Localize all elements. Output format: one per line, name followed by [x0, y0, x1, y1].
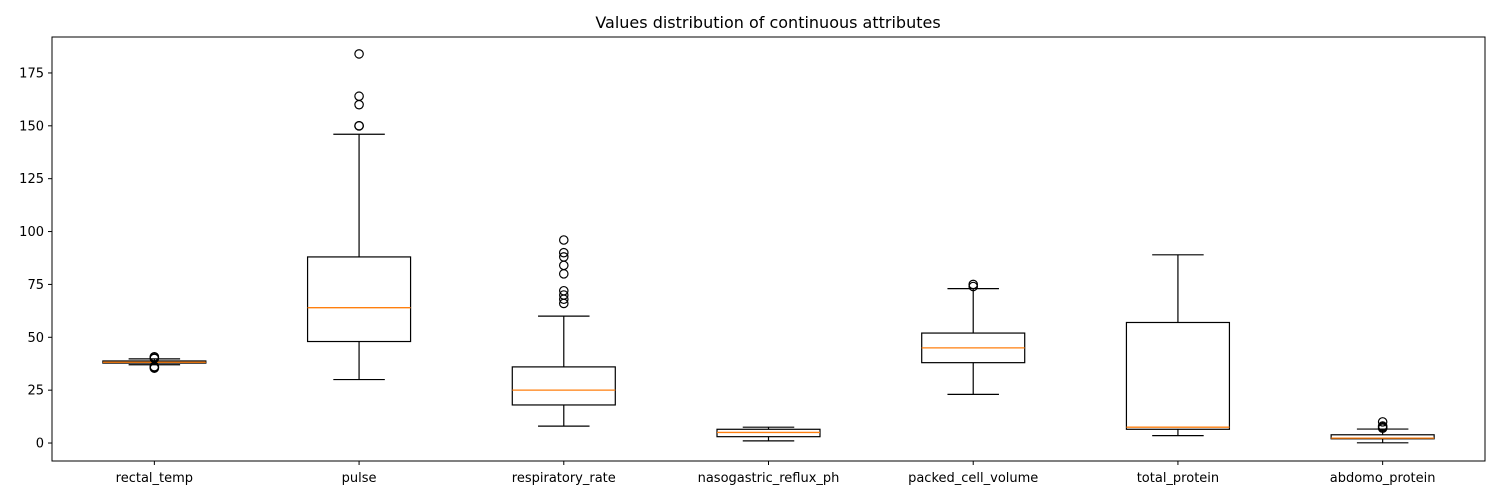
x-tick-label: abdomo_protein — [1330, 471, 1436, 486]
plot-area: 0 25 50 75 100 125 150 175 rectal_temp pulse respi… — [19, 36, 1486, 486]
y-tick-label: 50 — [27, 331, 44, 346]
x-tick-label: nasogastric_reflux_ph — [698, 471, 840, 486]
outlier-point — [1377, 421, 1388, 431]
x-tick-label: pulse — [342, 471, 377, 486]
outlier-point — [558, 252, 569, 262]
x-tick-label: total_protein — [1137, 471, 1219, 486]
box-iqr — [511, 366, 616, 406]
y-tick-label: 150 — [19, 119, 44, 134]
x-tick-label: respiratory_rate — [512, 471, 616, 486]
outlier-point — [354, 49, 364, 59]
outlier-point — [354, 91, 364, 102]
outlier-point — [968, 279, 979, 290]
outlier-point — [149, 351, 160, 362]
y-tick-label: 75 — [27, 278, 44, 293]
y-tick-label: 0 — [36, 437, 44, 452]
box-iqr — [1125, 321, 1231, 430]
outlier-point — [1377, 417, 1388, 427]
x-tick-label: rectal_temp — [116, 471, 193, 486]
outlier-point — [354, 121, 364, 131]
axes-frame — [51, 36, 1486, 462]
y-tick-label: 175 — [19, 66, 44, 81]
outlier-point — [558, 247, 569, 258]
y-tick-label: 100 — [19, 225, 44, 240]
outlier-point — [558, 269, 569, 279]
outlier-point — [558, 235, 569, 245]
chart-title: Values distribution of continuous attrib… — [595, 13, 940, 32]
outlier-point — [558, 285, 569, 296]
outlier-point — [558, 290, 569, 300]
y-tick-label: 25 — [27, 384, 44, 399]
outlier-point — [354, 99, 364, 110]
y-tick-label: 125 — [19, 172, 44, 187]
x-tick-label: packed_cell_volume — [908, 471, 1038, 486]
outlier-point — [558, 260, 569, 271]
box-iqr — [306, 256, 412, 343]
